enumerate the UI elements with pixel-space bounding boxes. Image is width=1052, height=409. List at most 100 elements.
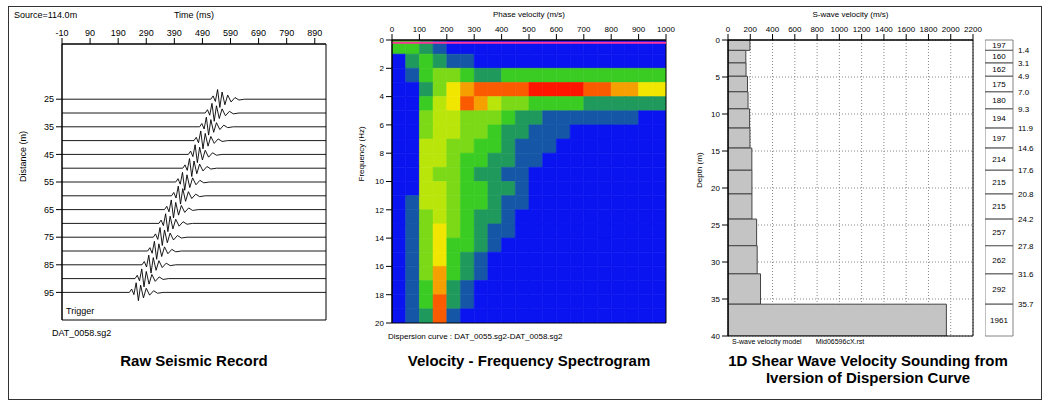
svg-text:Frequency (Hz): Frequency (Hz) [357, 126, 366, 181]
svg-text:0: 0 [390, 25, 395, 34]
svg-text:190: 190 [111, 28, 126, 38]
svg-text:4.9: 4.9 [1018, 72, 1030, 81]
svg-text:15: 15 [711, 147, 720, 156]
svg-text:35: 35 [711, 295, 720, 304]
svg-text:890: 890 [307, 28, 322, 38]
svg-text:45: 45 [44, 150, 54, 160]
svg-text:197: 197 [992, 134, 1006, 143]
svg-text:1961: 1961 [990, 316, 1008, 325]
svg-text:Distance (m): Distance (m) [18, 131, 28, 182]
svg-text:0: 0 [716, 36, 721, 45]
svg-text:194: 194 [992, 114, 1006, 123]
svg-text:35: 35 [44, 122, 54, 132]
svg-text:2200: 2200 [964, 25, 982, 34]
svg-text:3.1: 3.1 [1018, 59, 1030, 68]
svg-text:1400: 1400 [875, 25, 893, 34]
svg-text:200: 200 [744, 25, 758, 34]
svg-text:1200: 1200 [853, 25, 871, 34]
svg-text:7.0: 7.0 [1018, 88, 1030, 97]
svg-text:400: 400 [766, 25, 780, 34]
html-text:Source=114.0m: Source=114.0m [14, 10, 78, 20]
svg-text:100: 100 [413, 25, 427, 34]
svg-text:65: 65 [44, 205, 54, 215]
html-text:Time (ms): Time (ms) [173, 10, 215, 20]
html-text:DAT_0058.sg2: DAT_0058.sg2 [52, 328, 112, 338]
html-text:Trigger: Trigger [66, 306, 95, 316]
svg-text:900: 900 [632, 25, 646, 34]
svg-text:500: 500 [522, 25, 536, 34]
svg-text:292: 292 [992, 285, 1006, 294]
html-text:Raw Seismic Record: Raw Seismic Record [120, 352, 268, 369]
svg-text:1000: 1000 [657, 25, 675, 34]
svg-text:10: 10 [375, 177, 384, 186]
svg-text:180: 180 [992, 96, 1006, 105]
svg-text:Depth (m): Depth (m) [695, 152, 704, 188]
svg-text:400: 400 [495, 25, 509, 34]
svg-text:790: 790 [279, 28, 294, 38]
svg-text:690: 690 [251, 28, 266, 38]
svg-text:197: 197 [992, 41, 1006, 50]
svg-text:20.8: 20.8 [1018, 190, 1034, 199]
svg-text:600: 600 [788, 25, 802, 34]
svg-text:160: 160 [992, 52, 1006, 61]
svg-text:85: 85 [44, 260, 54, 270]
svg-text:1.4: 1.4 [1018, 46, 1030, 55]
svg-text:24.2: 24.2 [1018, 215, 1034, 224]
svg-text:1000: 1000 [830, 25, 848, 34]
svg-text:20: 20 [711, 184, 720, 193]
svg-text:290: 290 [139, 28, 154, 38]
svg-text:214: 214 [992, 155, 1006, 164]
svg-text:9.3: 9.3 [1018, 105, 1030, 114]
svg-text:30: 30 [711, 258, 720, 267]
svg-text:2000: 2000 [942, 25, 960, 34]
svg-text:8: 8 [380, 149, 385, 158]
svg-text:14: 14 [375, 234, 384, 243]
svg-text:162: 162 [992, 65, 1006, 74]
svg-text:25: 25 [711, 221, 720, 230]
svg-text:31.6: 31.6 [1018, 270, 1034, 279]
svg-text:300: 300 [468, 25, 482, 34]
svg-text:17.6: 17.6 [1018, 166, 1034, 175]
svg-text:490: 490 [195, 28, 210, 38]
svg-text:4: 4 [380, 92, 385, 101]
svg-text:10: 10 [711, 110, 720, 119]
svg-text:215: 215 [992, 202, 1006, 211]
svg-text:6: 6 [380, 121, 385, 130]
svg-text:27.8: 27.8 [1018, 242, 1034, 251]
svg-text:25: 25 [44, 94, 54, 104]
svg-text:35.7: 35.7 [1018, 300, 1034, 309]
svg-text:55: 55 [44, 177, 54, 187]
html-text:Dispersion curve : DAT_0055.sg: Dispersion curve : DAT_0055.sg2-DAT_0058… [388, 332, 563, 341]
svg-text:75: 75 [44, 232, 54, 242]
svg-text:2: 2 [380, 64, 385, 73]
svg-text:262: 262 [992, 256, 1006, 265]
svg-text:0: 0 [726, 25, 731, 34]
svg-text:18: 18 [375, 291, 384, 300]
svg-text:1800: 1800 [920, 25, 938, 34]
svg-text:40: 40 [711, 332, 720, 340]
svg-text:175: 175 [992, 80, 1006, 89]
svg-text:12: 12 [375, 206, 384, 215]
svg-text:16: 16 [375, 262, 384, 271]
svg-text:0: 0 [380, 36, 385, 45]
svg-text:200: 200 [440, 25, 454, 34]
svg-text:800: 800 [810, 25, 824, 34]
svg-text:257: 257 [992, 228, 1006, 237]
svg-text:390: 390 [167, 28, 182, 38]
svg-text:-10: -10 [55, 28, 68, 38]
html-text:1D Shear Wave Velocity Soundin: 1D Shear Wave Velocity Sounding from Ive… [728, 352, 1008, 386]
svg-text:800: 800 [605, 25, 619, 34]
svg-text:700: 700 [577, 25, 591, 34]
svg-text:590: 590 [223, 28, 238, 38]
svg-text:95: 95 [44, 288, 54, 298]
svg-text:14.6: 14.6 [1018, 144, 1034, 153]
svg-text:600: 600 [550, 25, 564, 34]
svg-text:90: 90 [85, 28, 95, 38]
svg-text:11.9: 11.9 [1018, 124, 1034, 133]
svg-text:20: 20 [375, 319, 384, 327]
svg-text:1600: 1600 [897, 25, 915, 34]
svg-text:5: 5 [716, 73, 721, 82]
html-text:Velocity - Frequency Spectrogr: Velocity - Frequency Spectrogram [407, 352, 651, 369]
html-text:Phase velocity (m/s): Phase velocity (m/s) [493, 10, 565, 19]
svg-text:215: 215 [992, 178, 1006, 187]
